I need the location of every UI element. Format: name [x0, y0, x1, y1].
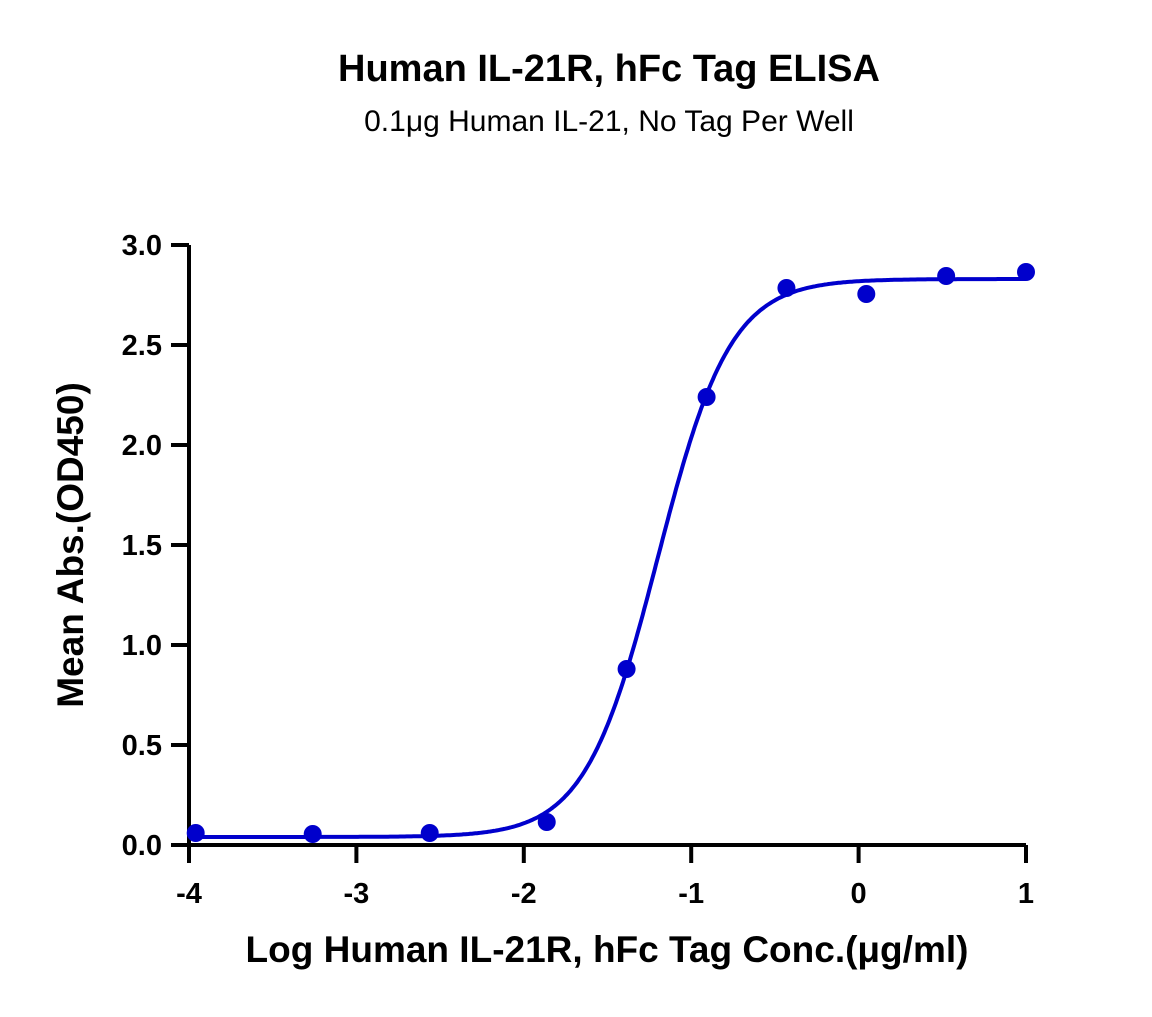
- x-axis-label: Log Human IL-21R, hFc Tag Conc.(μg/ml): [246, 929, 969, 970]
- x-tick-label: -3: [344, 878, 370, 910]
- data-point: [937, 267, 956, 285]
- chart-subtitle: 0.1μg Human IL-21, No Tag Per Well: [364, 105, 854, 138]
- chart-title: Human IL-21R, hFc Tag ELISA: [338, 48, 880, 90]
- data-point: [303, 825, 322, 843]
- data-point: [777, 279, 796, 297]
- y-tick-label: 0.5: [122, 730, 162, 762]
- x-tick-label: -4: [176, 878, 202, 910]
- y-axis-label: Mean Abs.(OD450): [50, 382, 91, 708]
- data-point: [697, 388, 716, 406]
- fit-curve: [195, 277, 1026, 839]
- x-tick-label: 0: [851, 878, 867, 910]
- y-tick-label: 1.0: [122, 630, 162, 662]
- y-tick-label: 3.0: [122, 230, 162, 262]
- y-tick-label: 0.0: [122, 830, 162, 862]
- data-point: [420, 824, 439, 842]
- y-tick-label: 2.0: [122, 430, 162, 462]
- data-point: [1017, 263, 1035, 281]
- data-point: [537, 813, 556, 831]
- x-tick-label: 1: [1018, 878, 1034, 910]
- data-point: [857, 285, 876, 303]
- data-point: [186, 824, 205, 842]
- x-tick-label: -2: [511, 878, 537, 910]
- y-tick-label: 1.5: [122, 530, 162, 562]
- y-tick-label: 2.5: [122, 330, 162, 362]
- x-tick-label: -1: [678, 878, 704, 910]
- data-point: [617, 660, 636, 678]
